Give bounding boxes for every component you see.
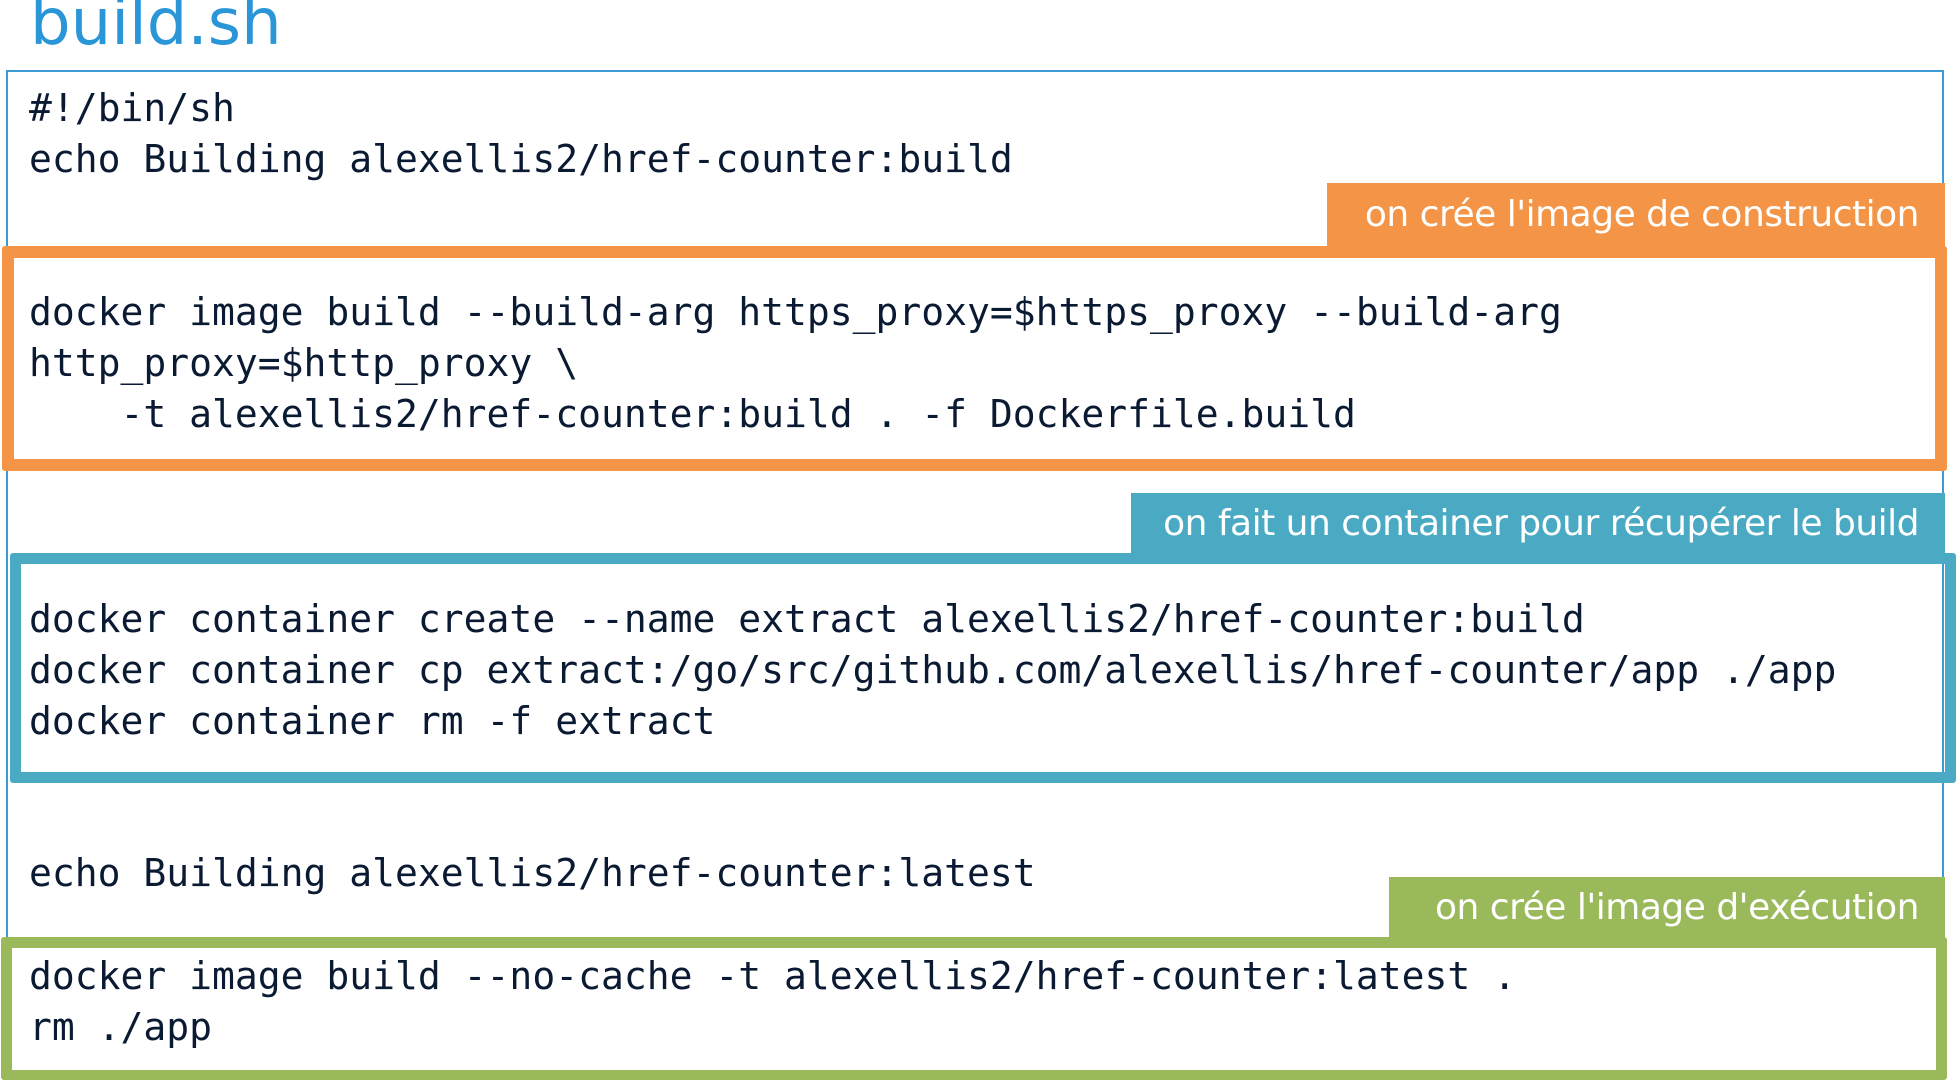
extract-annotation: on fait un container pour récupérer le b…: [1131, 493, 1945, 555]
script-frame: [6, 70, 1944, 1080]
code-final: docker image build --no-cache -t alexell…: [29, 954, 1517, 1049]
code-build-image: docker image build --build-arg https_pro…: [29, 290, 1562, 436]
code-intro: #!/bin/sh echo Building alexellis2/href-…: [29, 86, 1013, 181]
extract-highlight-box: [10, 553, 1956, 783]
final-image-highlight-box: [1, 937, 1947, 1080]
page-title: build.sh: [30, 0, 282, 60]
code-extract: docker container create --name extract a…: [29, 597, 1837, 743]
build-image-highlight-box: [2, 246, 1947, 471]
final-image-annotation: on crée l'image d'exécution: [1389, 877, 1945, 939]
build-image-annotation: on crée l'image de construction: [1327, 183, 1945, 247]
code-echo-latest: echo Building alexellis2/href-counter:la…: [29, 851, 1036, 895]
